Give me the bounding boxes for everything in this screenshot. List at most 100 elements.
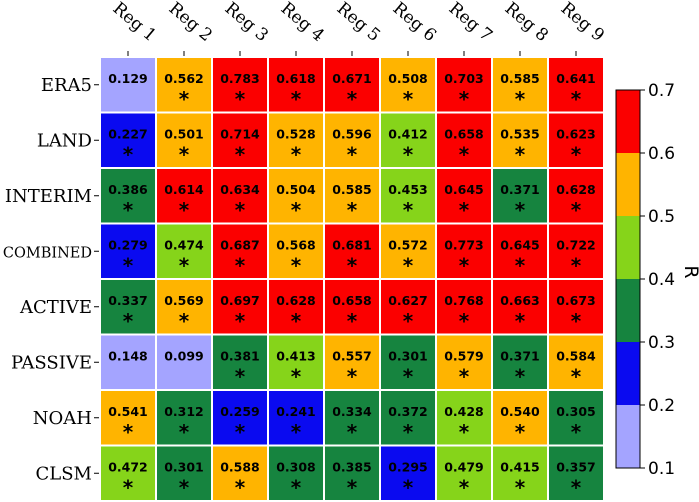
cell-value-label: 0.628 <box>276 293 316 308</box>
heatmap-cell <box>549 280 603 334</box>
cell-value-label: 0.773 <box>444 237 484 252</box>
column-label: Reg 3 <box>221 0 272 46</box>
significance-marker: * <box>291 364 302 388</box>
row-label: PASSIVE <box>11 352 92 373</box>
heatmap-cell <box>269 391 323 445</box>
significance-marker: * <box>459 420 470 444</box>
column-label: Reg 7 <box>445 0 496 46</box>
cell-value-label: 0.645 <box>500 237 540 252</box>
colorbar: 0.1 0.2 0.3 0.4 0.5 0.6 0.7 R <box>615 81 699 479</box>
heatmap-cell <box>493 224 547 278</box>
cell-value-label: 0.372 <box>388 404 428 419</box>
heatmap-cell <box>437 58 491 112</box>
colorbar-segment <box>616 90 640 153</box>
significance-marker: * <box>515 420 526 444</box>
significance-marker: * <box>347 475 358 499</box>
heatmap-cell <box>101 169 155 223</box>
heatmap-cell <box>325 335 379 389</box>
cell-value-label: 0.371 <box>500 182 540 197</box>
cell-value-label: 0.099 <box>164 348 204 363</box>
cell-value-label: 0.568 <box>276 237 316 252</box>
cell-value-label: 0.428 <box>444 404 484 419</box>
significance-marker: * <box>235 198 246 222</box>
significance-marker: * <box>459 198 470 222</box>
significance-marker: * <box>179 87 190 111</box>
cell-value-label: 0.413 <box>276 348 316 363</box>
heatmap-cell <box>157 391 211 445</box>
significance-marker: * <box>571 142 582 166</box>
significance-marker: * <box>459 142 470 166</box>
cell-value-label: 0.722 <box>556 237 596 252</box>
significance-marker: * <box>291 198 302 222</box>
heatmap-cell <box>269 446 323 500</box>
cell-value-label: 0.334 <box>332 404 372 419</box>
significance-marker: * <box>571 87 582 111</box>
cell-value-label: 0.697 <box>220 293 260 308</box>
heatmap-cell <box>325 224 379 278</box>
significance-marker: * <box>123 309 134 333</box>
cell-value-label: 0.305 <box>556 404 596 419</box>
significance-marker: * <box>123 198 134 222</box>
cell-value-label: 0.588 <box>220 459 260 474</box>
cell-value-label: 0.508 <box>388 71 428 86</box>
significance-marker: * <box>235 475 246 499</box>
heatmap-cell <box>157 446 211 500</box>
significance-marker: * <box>291 420 302 444</box>
significance-marker: * <box>515 364 526 388</box>
cell-value-label: 0.386 <box>108 182 148 197</box>
cell-value-label: 0.301 <box>164 459 204 474</box>
significance-marker: * <box>347 142 358 166</box>
cell-value-label: 0.371 <box>500 348 540 363</box>
colorbar-tick-label: 0.7 <box>648 81 675 101</box>
colorbar-label: R <box>680 265 699 278</box>
cell-value-label: 0.663 <box>500 293 540 308</box>
heatmap-cell <box>157 113 211 167</box>
significance-marker: * <box>347 420 358 444</box>
heatmap-cell <box>213 169 267 223</box>
heatmap-cell <box>493 391 547 445</box>
significance-marker: * <box>459 309 470 333</box>
cell-value-label: 0.504 <box>276 182 316 197</box>
cell-value-label: 0.535 <box>500 126 540 141</box>
heatmap-cell <box>101 224 155 278</box>
heatmap-cell <box>269 58 323 112</box>
cell-value-label: 0.645 <box>444 182 484 197</box>
significance-marker: * <box>347 198 358 222</box>
heatmap-cell <box>157 58 211 112</box>
heatmap-cell <box>325 58 379 112</box>
significance-marker: * <box>347 253 358 277</box>
heatmap-cell <box>213 335 267 389</box>
heatmap-cell <box>381 113 435 167</box>
significance-marker: * <box>179 198 190 222</box>
heatmap-cell <box>213 446 267 500</box>
heatmap-cell <box>213 224 267 278</box>
cell-value-label: 0.569 <box>164 293 204 308</box>
colorbar-segment <box>616 153 640 216</box>
cell-value-label: 0.671 <box>332 71 372 86</box>
heatmap-cell <box>213 58 267 112</box>
cell-value-label: 0.618 <box>276 71 316 86</box>
heatmap-cell <box>493 446 547 500</box>
heatmap-cell <box>437 391 491 445</box>
cell-value-label: 0.557 <box>332 348 372 363</box>
column-label: Reg 2 <box>165 0 216 46</box>
heatmap-cell <box>437 280 491 334</box>
significance-marker: * <box>347 364 358 388</box>
column-label: Reg 4 <box>277 0 328 46</box>
heatmap-cell <box>325 280 379 334</box>
significance-marker: * <box>291 253 302 277</box>
heatmap-cell <box>549 224 603 278</box>
cell-value-label: 0.585 <box>500 71 540 86</box>
column-label: Reg 5 <box>333 0 384 46</box>
heatmap-cell <box>437 224 491 278</box>
significance-marker: * <box>179 420 190 444</box>
cell-value-label: 0.501 <box>164 126 204 141</box>
significance-marker: * <box>459 87 470 111</box>
row-label: ERA5 <box>41 75 92 96</box>
heatmap-cell <box>549 169 603 223</box>
heatmap-cell <box>381 391 435 445</box>
row-labels: ERA5 LAND INTERIM COMBINED ACTIVE PASSIVE NOAH… <box>3 75 99 484</box>
column-label: Reg 8 <box>501 0 552 46</box>
cell-value-label: 0.541 <box>108 404 148 419</box>
heatmap-cell <box>493 169 547 223</box>
